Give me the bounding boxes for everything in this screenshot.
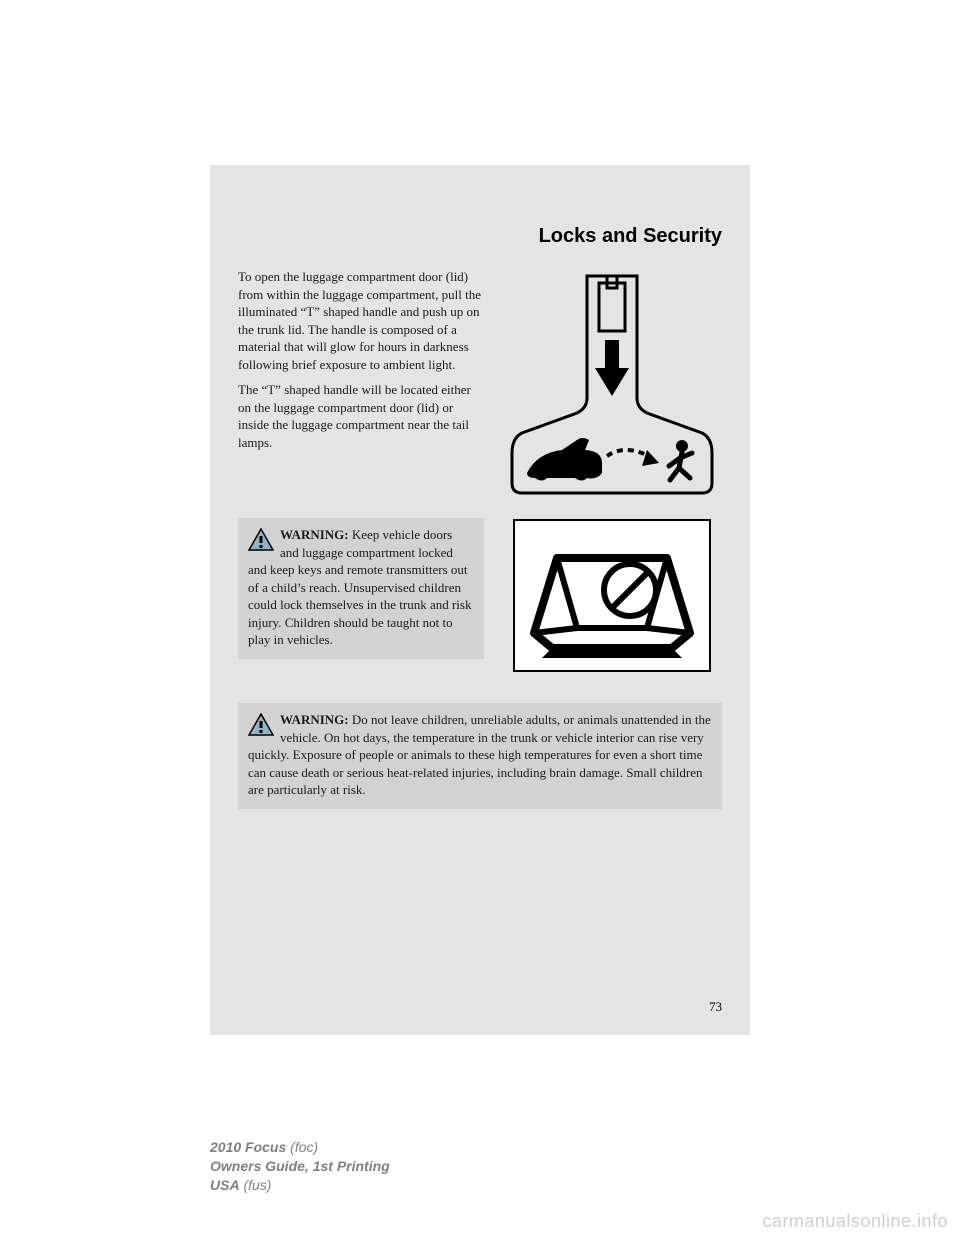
footer-line-2: Owners Guide, 1st Printing xyxy=(210,1157,390,1176)
warning-triangle-icon xyxy=(248,713,274,737)
footer-region: USA xyxy=(210,1177,240,1193)
warning-2-label: WARNING: xyxy=(280,712,349,727)
t-handle-icon xyxy=(507,268,717,498)
footer-line-3: USA (fus) xyxy=(210,1176,390,1195)
content-row-1: To open the luggage compartment door (li… xyxy=(238,268,722,498)
body-text-column: To open the luggage compartment door (li… xyxy=(238,268,484,498)
manual-page: Locks and Security To open the luggage c… xyxy=(210,165,750,1035)
warning-row-1: WARNING: Keep vehicle doors and luggage … xyxy=(238,518,722,673)
footer-model: 2010 Focus xyxy=(210,1139,286,1155)
warning-triangle-icon xyxy=(248,528,274,552)
warning-1-text: Keep vehicle doors and luggage compartme… xyxy=(248,527,471,647)
paragraph-1: To open the luggage compartment door (li… xyxy=(238,268,484,373)
section-header: Locks and Security xyxy=(238,225,722,248)
no-person-in-trunk-icon xyxy=(512,518,712,673)
footer-code-2: (fus) xyxy=(240,1177,272,1193)
warning-box-2: WARNING: Do not leave children, unreliab… xyxy=(238,703,722,809)
footer: 2010 Focus (foc) Owners Guide, 1st Print… xyxy=(210,1138,390,1195)
trunk-release-diagram xyxy=(502,268,722,498)
watermark: carmanualsonline.info xyxy=(762,1211,948,1232)
page-number: 73 xyxy=(709,999,722,1015)
trunk-prohibit-diagram xyxy=(502,518,722,673)
warning-box-1: WARNING: Keep vehicle doors and luggage … xyxy=(238,518,484,659)
warning-1-label: WARNING: xyxy=(280,527,349,542)
footer-line-1: 2010 Focus (foc) xyxy=(210,1138,390,1157)
footer-code-1: (foc) xyxy=(286,1139,318,1155)
paragraph-2: The “T” shaped handle will be located ei… xyxy=(238,381,484,451)
